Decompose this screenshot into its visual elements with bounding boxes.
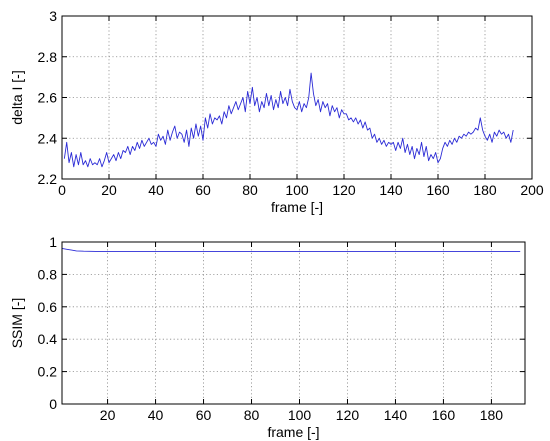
ssim-plot: 20 40 60 80 100 120 140 160 180 0 0.2 0.4 0.6 0.8 1 fra… [9, 234, 526, 440]
ssim-x-tick-label: 20 [100, 407, 116, 423]
delta-i-x-tick-label: 20 [101, 182, 117, 198]
delta-i-plot: 0 20 40 60 80 100 120 140 160 180 200 2.2 2.4 2.6 2.8 3… [9, 8, 544, 215]
ssim-x-tick-label: 120 [336, 407, 360, 423]
ssim-y-tick-label: 1 [49, 234, 57, 250]
delta-i-x-tick-label: 120 [332, 182, 356, 198]
delta-i-x-tick-label: 80 [242, 182, 258, 198]
delta-i-y-tick-label: 2.4 [38, 130, 58, 146]
delta-i-y-tick-label: 2.2 [38, 171, 58, 187]
ssim-axes-box [61, 241, 526, 405]
ssim-y-axis-label: SSIM [-] [9, 298, 25, 349]
ssim-y-tick-label: 0.8 [38, 266, 58, 282]
delta-i-x-tick-label: 100 [285, 182, 309, 198]
ssim-x-tick-label: 160 [432, 407, 456, 423]
delta-i-y-axis-label: delta I [-] [9, 70, 25, 124]
delta-i-y-tick-label: 2.8 [38, 49, 58, 65]
delta-i-x-tick-label: 160 [426, 182, 450, 198]
ssim-x-tick-label: 80 [244, 407, 260, 423]
ssim-y-tick-label: 0.4 [38, 331, 58, 347]
ssim-y-tick-label: 0.2 [38, 364, 58, 380]
delta-i-series-line [63, 72, 514, 168]
delta-i-y-tick-label: 2.6 [38, 90, 58, 106]
delta-i-x-tick-label: 180 [473, 182, 497, 198]
ssim-y-tick-label: 0.6 [38, 299, 58, 315]
ssim-x-axis-label: frame [-] [267, 424, 319, 440]
delta-i-x-tick-label: 200 [520, 182, 544, 198]
ssim-x-tick-label: 180 [480, 407, 504, 423]
delta-i-x-tick-label: 0 [58, 182, 66, 198]
delta-i-x-tick-label: 140 [379, 182, 403, 198]
ssim-y-tick-label: 0 [49, 396, 57, 412]
delta-i-y-tick-label: 3 [49, 8, 57, 24]
delta-i-x-tick-label: 40 [148, 182, 164, 198]
ssim-x-tick-label: 140 [384, 407, 408, 423]
delta-i-x-tick-label: 60 [195, 182, 211, 198]
delta-i-x-axis-label: frame [-] [271, 199, 323, 215]
ssim-x-tick-label: 100 [288, 407, 312, 423]
ssim-x-tick-label: 60 [196, 407, 212, 423]
ssim-x-tick-label: 40 [148, 407, 164, 423]
ssim-series-line [61, 248, 521, 252]
